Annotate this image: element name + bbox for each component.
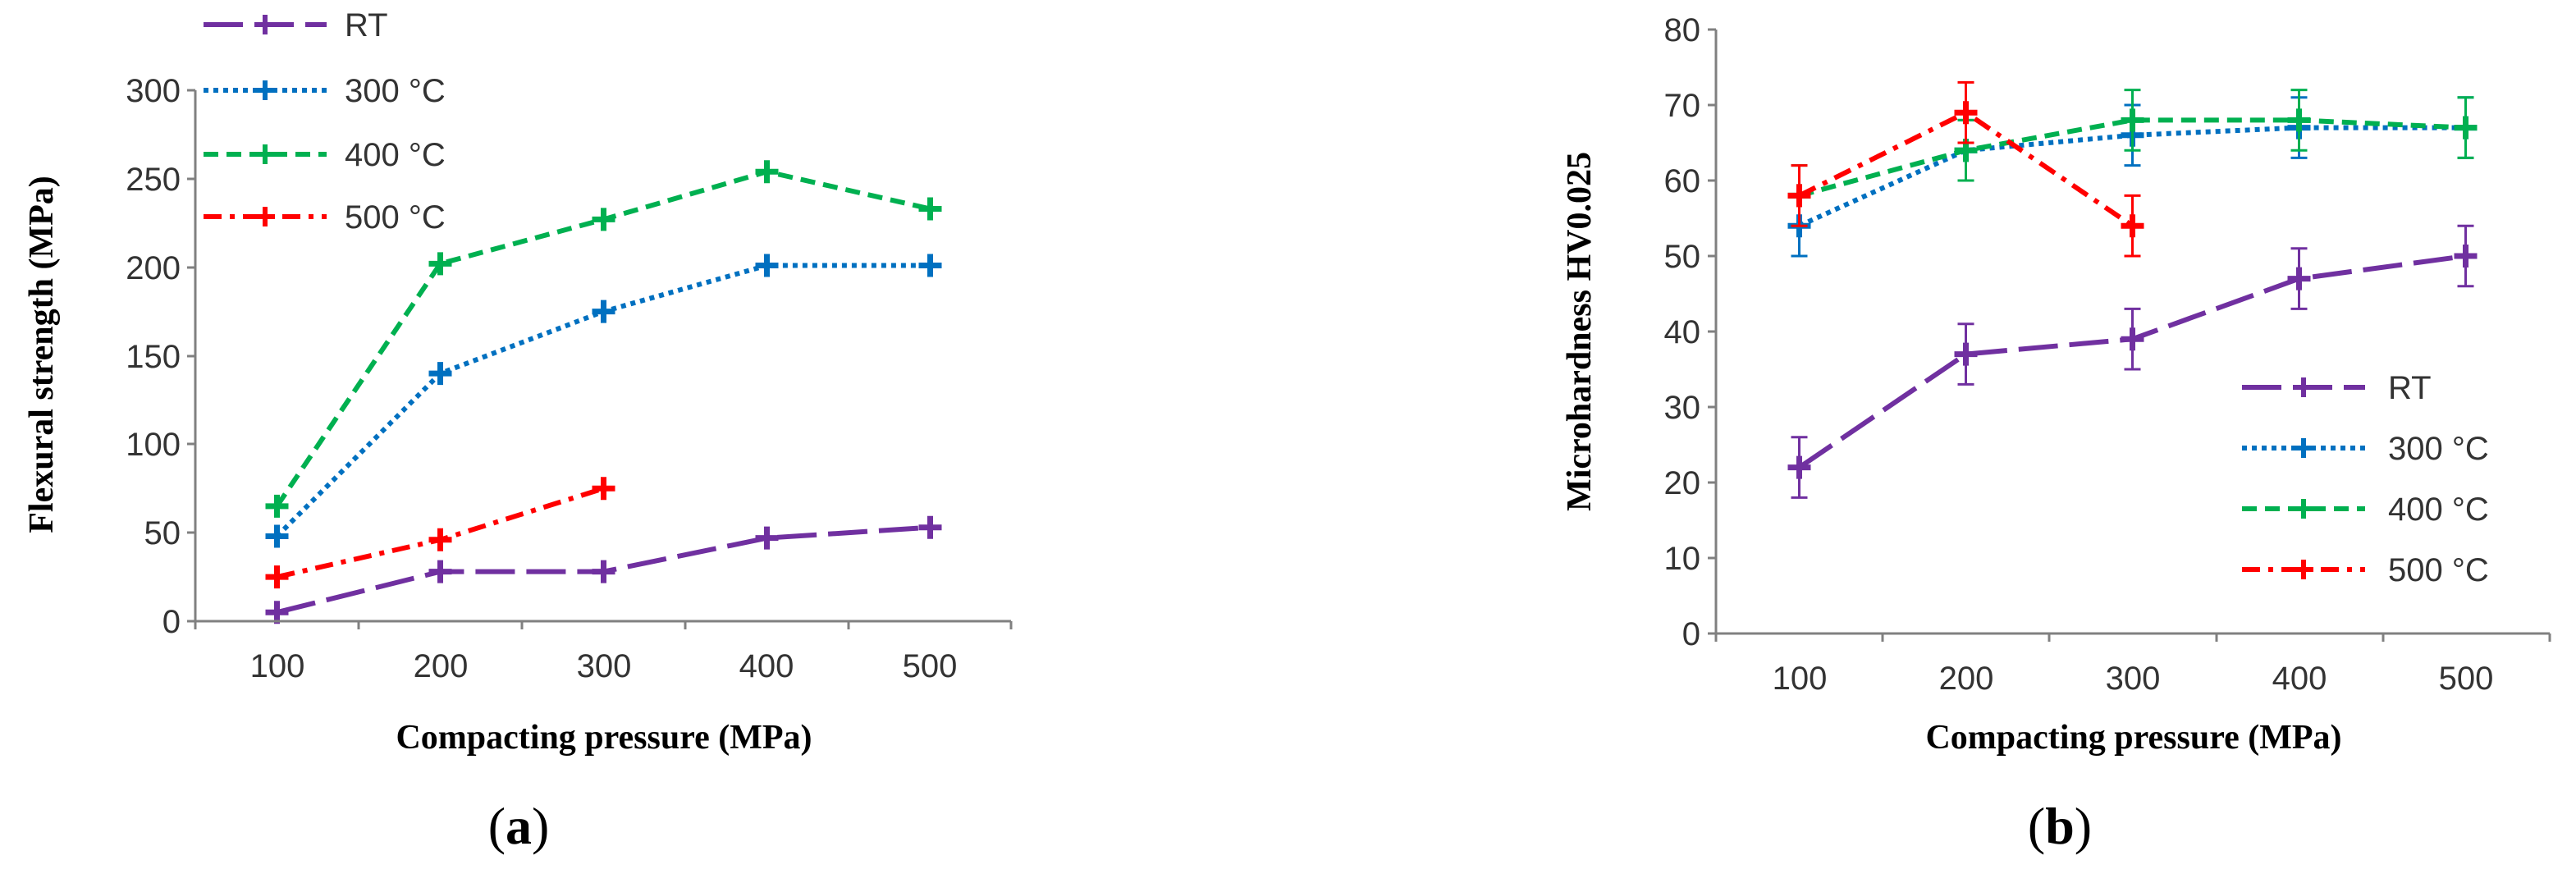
chart-b-x-tick-label: 200 [1939,661,1994,697]
chart-a-legend-label: 400 °C [345,137,446,173]
chart-b-series-line [1798,125,2466,228]
chart-b-x-axis-title: Compacting pressure (MPa) [1925,719,2341,757]
chart-a-legend-marker [255,144,275,164]
chart-b-legend-label: RT [2388,370,2432,406]
chart-a-data-point [428,252,452,276]
chart-a-y-tick-label: 50 [144,515,181,551]
chart-b-y-tick-label: 20 [1664,465,1701,501]
chart-b-y-tick-label: 60 [1664,163,1701,199]
chart-a-legend: RT 300 °C 400 °C 500 °C [204,7,446,236]
chart-a-data-point [755,254,779,277]
chart-b-x-tick-label: 300 [2106,661,2161,697]
chart-b-data-point [2287,108,2311,132]
chart-b-panel-letter: b [2045,797,2075,855]
chart-a-legend-marker [255,15,275,34]
chart-a-y-axis-title: Flexural strength (MPa) [23,176,61,533]
chart-a-panel-label: (a) [488,797,550,855]
chart-a-y-tick-label: 200 [126,250,181,286]
chart-a-data-point [592,477,615,501]
chart-b-data-point [2454,245,2478,268]
chart-a-y-ticks: 0 50 100 150 200 250 300 [126,73,195,640]
chart-b-data-point [2121,327,2144,351]
chart-a-y-tick-label: 150 [126,339,181,375]
chart-b-legend-label: 400 °C [2388,492,2489,528]
chart-a-data-point [755,526,779,550]
chart-b-marks [1787,80,2478,499]
chart-b-legend-label: 500 °C [2388,552,2489,588]
chart-a-y-tick-label: 250 [126,162,181,198]
chart-panel-a: 0 50 100 150 200 250 300 100 200 300 400… [23,7,1013,855]
chart-a-data-point [918,254,942,277]
chart-b-legend-marker [2294,377,2313,397]
chart-a-x-tick-label: 200 [414,648,469,684]
chart-b-data-point [2287,267,2311,290]
chart-b-y-tick-label: 40 [1664,314,1701,350]
chart-b-data-point [1954,342,1978,366]
chart-a-legend-marker [255,207,275,226]
chart-a-data-point [265,494,289,518]
chart-b-y-tick-label: 80 [1664,12,1701,48]
chart-a-panel-letter: a [506,797,532,855]
chart-a-data-point [428,560,452,583]
chart-panel-b: 0 10 20 30 40 50 60 70 80 100 200 300 40… [1561,12,2551,855]
chart-a-x-tick-label: 500 [903,648,958,684]
chart-a-y-tick-label: 0 [162,604,181,640]
chart-a-data-point [428,362,452,386]
chart-a-x-axis-title: Compacting pressure (MPa) [396,719,812,757]
chart-a-legend-label: RT [345,7,388,43]
chart-a-x-tick-label: 300 [577,648,632,684]
chart-b-x-ticks: 100 200 300 400 500 [1714,633,2551,697]
chart-a-data-point [265,565,289,589]
chart-a-x-tick-label: 100 [250,648,305,684]
chart-b-y-tick-label: 10 [1664,541,1701,577]
chart-b-panel-label: (b) [2028,797,2092,855]
chart-a-legend-marker [255,80,275,100]
chart-a-data-point [428,528,452,551]
chart-b-legend-marker [2294,499,2313,519]
chart-b-y-tick-label: 0 [1682,616,1700,652]
chart-a-data-point [592,300,615,323]
chart-b-legend-marker [2294,560,2313,579]
chart-a-data-point [918,197,942,221]
chart-a-legend-label: 300 °C [345,73,446,109]
chart-a-data-point [592,560,615,583]
chart-a-y-tick-label: 300 [126,73,181,109]
chart-b-x-tick-label: 500 [2439,661,2494,697]
chart-b-y-tick-label: 30 [1664,390,1701,426]
chart-a-x-tick-label: 400 [739,648,794,684]
chart-b-legend-marker [2294,438,2313,458]
chart-b-data-point [2121,214,2144,238]
chart-a-data-point [592,208,615,231]
chart-a-data-point [265,524,289,548]
chart-b-data-point [1787,455,1811,479]
chart-b-data-point [1787,184,1811,208]
chart-a-marks [265,160,942,624]
chart-b-legend: RT 300 °C 400 °C 500 °C [2242,370,2489,588]
chart-b-series-line [1798,117,2466,199]
chart-a-data-point [918,515,942,539]
chart-b-x-tick-label: 100 [1773,661,1828,697]
chart-b-data-point [2454,116,2478,139]
chart-a-data-point [755,160,779,184]
chart-a-legend-label: 500 °C [345,199,446,236]
chart-b-y-ticks: 0 10 20 30 40 50 60 70 80 [1664,12,1716,652]
chart-a-y-tick-label: 100 [126,427,181,463]
chart-a-x-ticks: 100 200 300 400 500 [194,621,1013,684]
chart-b-x-tick-label: 400 [2272,661,2327,697]
chart-b-data-point [1954,101,1978,125]
chart-b-data-point [2121,108,2144,132]
chart-b-y-tick-label: 70 [1664,88,1701,124]
chart-b-legend-label: 300 °C [2388,431,2489,467]
chart-b-y-tick-label: 50 [1664,239,1701,275]
chart-b-y-axis-title: Microhardness HV0.025 [1561,152,1599,511]
